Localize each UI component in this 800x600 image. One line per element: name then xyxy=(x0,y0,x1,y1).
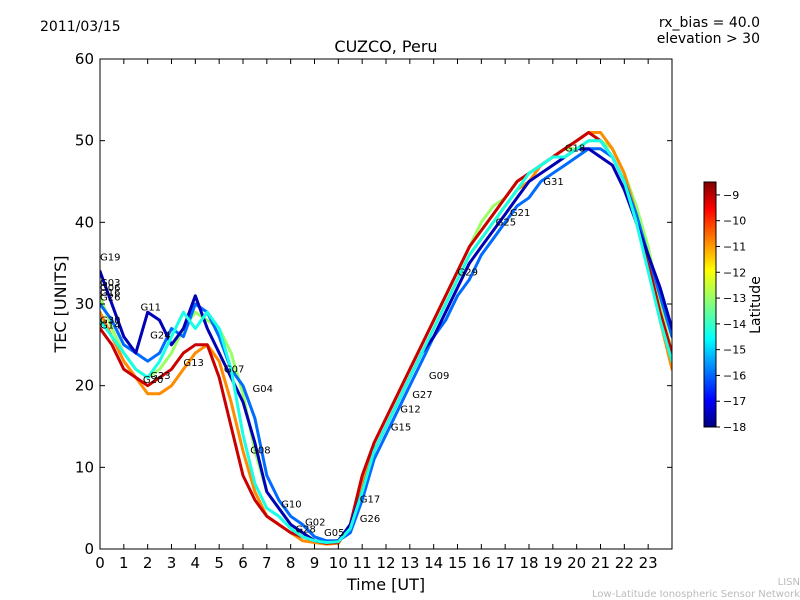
colorbar-tick-label: −9 xyxy=(723,189,739,202)
colorbar-ticks: −9 −10 −11 −12 −13 −14 −15 −16 −17 −18 xyxy=(716,189,746,434)
y-tick-label: 0 xyxy=(84,540,94,558)
x-tick-label: 5 xyxy=(214,554,224,572)
colorbar-tick-label: −11 xyxy=(723,240,746,253)
satellite-label: G12 xyxy=(400,405,420,416)
satellite-label: G29 xyxy=(458,267,478,278)
satellite-label: G03 xyxy=(100,278,120,289)
elevation-label: elevation > 30 xyxy=(657,31,760,47)
satellite-label: G09 xyxy=(429,371,449,382)
colorbar-tick-label: −13 xyxy=(723,292,746,305)
chart-title: CUZCO, Peru xyxy=(334,37,437,56)
satellite-labels: G19G03G06G16G26G30G14G11G24G13G23G20G07G… xyxy=(100,143,585,539)
y-tick-label: 30 xyxy=(75,295,94,313)
y-axis-label: TEC [UNITS] xyxy=(51,256,70,354)
satellite-label: G16 xyxy=(100,288,120,299)
x-tick-label: 14 xyxy=(424,554,443,572)
rx-bias-label: rx_bias = 40.0 xyxy=(659,15,760,31)
satellite-label: G02 xyxy=(305,517,325,528)
satellite-label: G14 xyxy=(100,321,120,332)
y-tick-label: 20 xyxy=(75,377,94,395)
x-tick-label: 23 xyxy=(639,554,658,572)
colorbar-tick-label: −12 xyxy=(723,266,746,279)
x-tick-label: 7 xyxy=(262,554,272,572)
colorbar-label: Latitude xyxy=(748,276,764,334)
satellite-label: G30 xyxy=(100,316,120,327)
x-tick-label: 2 xyxy=(143,554,153,572)
footer-lisn: LISN xyxy=(778,577,800,588)
satellite-label: G17 xyxy=(360,494,380,505)
x-tick-label: 10 xyxy=(329,554,348,572)
x-axis-label: Time [UT] xyxy=(346,575,425,594)
x-axis-ticks: 0 1 2 3 4 5 6 7 8 9 10 11 12 13 14 15 16 17 18 19 20 21 22 23 xyxy=(95,59,658,572)
colorbar-tick-label: −14 xyxy=(723,318,746,331)
satellite-label: G05 xyxy=(324,528,344,539)
colorbar-tick-label: −16 xyxy=(723,369,746,382)
series-layer xyxy=(100,131,672,546)
x-tick-label: 19 xyxy=(543,554,562,572)
satellite-label: G27 xyxy=(412,390,432,401)
x-tick-label: 1 xyxy=(119,554,129,572)
satellite-label: G28 xyxy=(295,525,315,536)
colorbar xyxy=(703,181,717,428)
y-tick-label: 50 xyxy=(75,132,94,150)
satellite-label: G07 xyxy=(224,365,244,376)
y-tick-label: 40 xyxy=(75,213,94,231)
satellite-label: G20 xyxy=(143,375,163,386)
x-tick-label: 13 xyxy=(400,554,419,572)
x-tick-label: 3 xyxy=(167,554,177,572)
x-tick-label: 22 xyxy=(615,554,634,572)
series-line-red-dark xyxy=(100,131,672,545)
footer-network: Low-Latitude Ionospheric Sensor Network xyxy=(592,589,800,600)
y-axis-ticks: 0 10 20 30 40 50 60 xyxy=(75,50,672,558)
series-line-green-dark xyxy=(100,139,672,544)
satellite-label: G15 xyxy=(391,423,411,434)
colorbar-tick-label: −18 xyxy=(723,421,746,434)
satellite-label: G21 xyxy=(510,208,530,219)
satellite-label: G19 xyxy=(100,253,120,264)
satellite-label: G26 xyxy=(360,514,380,525)
satellite-label: G25 xyxy=(496,218,516,229)
satellite-label: G13 xyxy=(183,358,203,369)
x-tick-label: 4 xyxy=(191,554,201,572)
satellite-label: G06 xyxy=(100,283,120,294)
x-tick-label: 6 xyxy=(238,554,248,572)
satellite-label: G18 xyxy=(565,143,585,154)
series-line-cyan xyxy=(100,147,672,543)
colorbar-tick-label: −17 xyxy=(723,395,746,408)
date-label: 2011/03/15 xyxy=(40,19,121,35)
x-tick-label: 16 xyxy=(472,554,491,572)
satellite-label: G23 xyxy=(150,371,170,382)
x-tick-label: 8 xyxy=(286,554,296,572)
x-tick-label: 21 xyxy=(591,554,610,572)
x-tick-label: 18 xyxy=(519,554,538,572)
x-tick-label: 20 xyxy=(567,554,586,572)
satellite-label: G04 xyxy=(253,384,273,395)
colorbar-tick-label: −10 xyxy=(723,215,746,228)
satellite-label: G10 xyxy=(281,499,301,510)
x-tick-label: 12 xyxy=(376,554,395,572)
x-tick-label: 15 xyxy=(448,554,467,572)
x-tick-label: 9 xyxy=(310,554,320,572)
satellite-label: G26 xyxy=(100,293,120,304)
satellite-label: G11 xyxy=(141,303,161,314)
x-tick-label: 0 xyxy=(95,554,105,572)
satellite-label: G31 xyxy=(543,177,563,188)
y-tick-label: 10 xyxy=(75,458,94,476)
satellite-label: G24 xyxy=(150,330,170,341)
satellite-label: G08 xyxy=(250,446,270,457)
y-tick-label: 60 xyxy=(75,50,94,68)
colorbar-tick-label: −15 xyxy=(723,344,746,357)
x-tick-label: 11 xyxy=(353,554,372,572)
x-tick-label: 17 xyxy=(496,554,515,572)
